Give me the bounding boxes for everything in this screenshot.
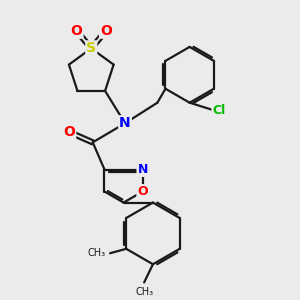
Text: S: S bbox=[86, 41, 96, 56]
Text: CH₃: CH₃ bbox=[88, 248, 106, 258]
Text: N: N bbox=[137, 163, 148, 176]
Text: CH₃: CH₃ bbox=[135, 287, 153, 297]
Text: O: O bbox=[100, 24, 112, 38]
Text: N: N bbox=[119, 116, 131, 130]
Text: O: O bbox=[63, 125, 75, 139]
Text: O: O bbox=[70, 24, 83, 38]
Text: O: O bbox=[137, 185, 148, 198]
Text: Cl: Cl bbox=[212, 103, 226, 117]
